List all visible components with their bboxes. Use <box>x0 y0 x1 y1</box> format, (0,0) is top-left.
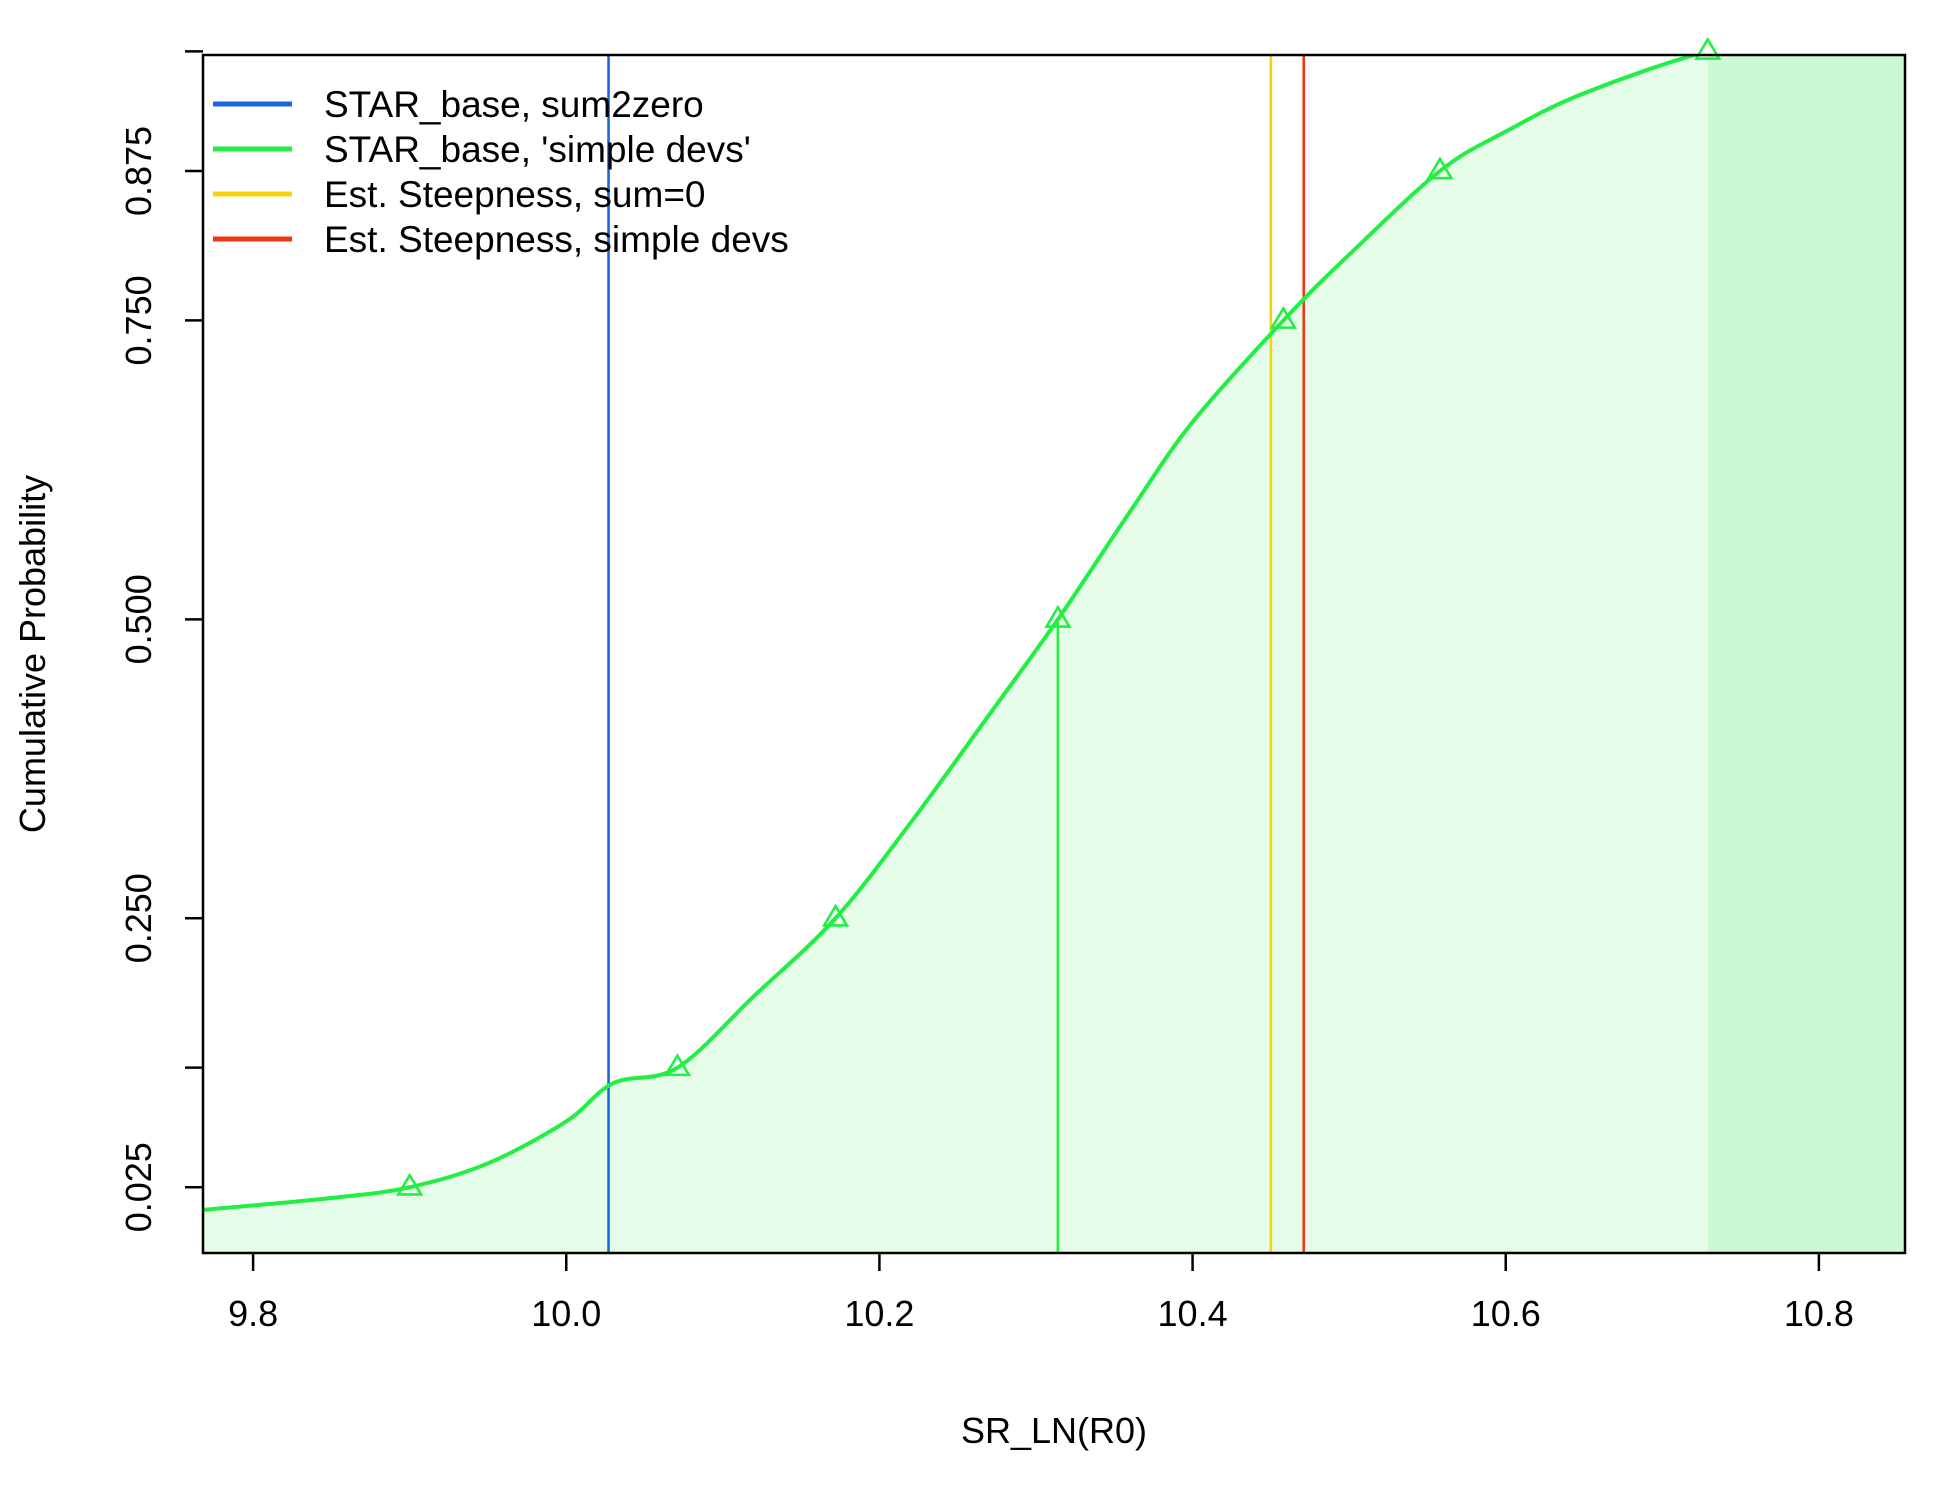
y-tick-label-3: 0.250 <box>118 873 159 963</box>
y-tick-label-5: 0.750 <box>118 275 159 365</box>
plot-frame <box>201 53 1907 1255</box>
y-tick-label-1: 0.025 <box>118 1142 159 1232</box>
cdf-curve <box>203 55 1702 1212</box>
quantile-marker-2 <box>663 1053 692 1077</box>
x-axis: 9.8 10.0 10.2 10.4 10.6 10.8 <box>228 1253 1854 1334</box>
quantile-marker-7 <box>1694 36 1722 60</box>
quantile-marker-6 <box>1426 156 1454 180</box>
density-fill <box>203 55 1905 1253</box>
legend-label-4: Est. Steepness, simple devs <box>324 219 789 260</box>
vertical-lines-layer <box>607 55 1306 1253</box>
markers-layer <box>395 36 1722 1196</box>
legend-label-2: STAR_base, 'simple devs' <box>324 129 751 170</box>
fill-layer <box>203 55 1905 1253</box>
quantile-marker-3 <box>821 903 850 927</box>
curve-layer <box>203 55 1702 1212</box>
quantile-marker-5 <box>1269 305 1298 329</box>
y-tick-label-6: 0.875 <box>118 126 159 216</box>
tail-fill-group <box>1707 55 1905 1253</box>
legend-label-1: STAR_base, sum2zero <box>324 84 704 125</box>
quantile-marker-4 <box>1044 604 1072 628</box>
x-tick-label-4: 10.4 <box>1158 1293 1228 1334</box>
x-tick-label-2: 10.0 <box>531 1293 601 1334</box>
x-tick-label-3: 10.2 <box>844 1293 914 1334</box>
x-tick-label-1: 9.8 <box>228 1293 278 1334</box>
y-axis-label: Cumulative Probability <box>12 475 53 833</box>
x-tick-label-6: 10.8 <box>1784 1293 1854 1334</box>
y-axis: 0.025 0.250 0.500 0.750 0.875 <box>118 50 203 1232</box>
tail-fill <box>1707 55 1905 1253</box>
y-tick-label-4: 0.500 <box>118 574 159 664</box>
legend-label-3: Est. Steepness, sum=0 <box>324 174 706 215</box>
x-tick-label-5: 10.6 <box>1471 1293 1541 1334</box>
x-axis-label: SR_LN(R0) <box>961 1410 1147 1451</box>
quantile-marker-1 <box>395 1172 424 1196</box>
